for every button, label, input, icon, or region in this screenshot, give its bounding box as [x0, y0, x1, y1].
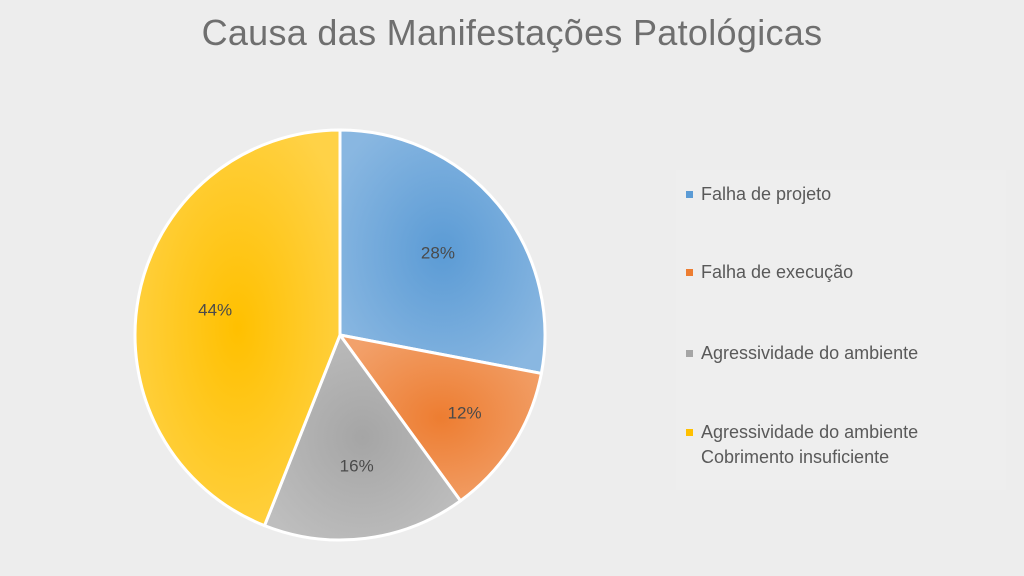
slice-value-label: 44% — [198, 301, 232, 320]
legend-swatch-icon — [686, 269, 693, 276]
legend-item-1: Falha de execução — [686, 260, 853, 285]
legend-item-2: Agressividade do ambiente — [686, 341, 918, 366]
legend-swatch-icon — [686, 350, 693, 357]
legend-swatch-icon — [686, 191, 693, 198]
legend-item-3: Agressividade do ambiente Cobrimento ins… — [686, 420, 918, 470]
legend-item-0: Falha de projeto — [686, 182, 831, 207]
legend-label: Agressividade do ambiente Cobrimento ins… — [701, 422, 919, 467]
slice-value-label: 28% — [421, 243, 455, 262]
chart-title: Causa das Manifestações Patológicas — [201, 12, 823, 53]
pie-slice-2 — [262, 331, 463, 542]
chart-legend: Falha de projeto Falha de execução Agres… — [676, 170, 1006, 490]
legend-label: Agressividade do ambiente — [701, 343, 919, 363]
pie-slice-0 — [338, 128, 547, 376]
slice-value-label: 12% — [448, 404, 482, 423]
legend-label: Falha de projeto — [701, 184, 832, 204]
slice-value-label: 16% — [340, 457, 374, 476]
pie-slice-1 — [336, 332, 544, 503]
legend-swatch-icon — [686, 429, 693, 436]
legend-label: Falha de execução — [701, 262, 854, 282]
pie-chart: 28% 12% 16% 44% — [133, 128, 547, 542]
pie-slice-3 — [133, 128, 342, 528]
